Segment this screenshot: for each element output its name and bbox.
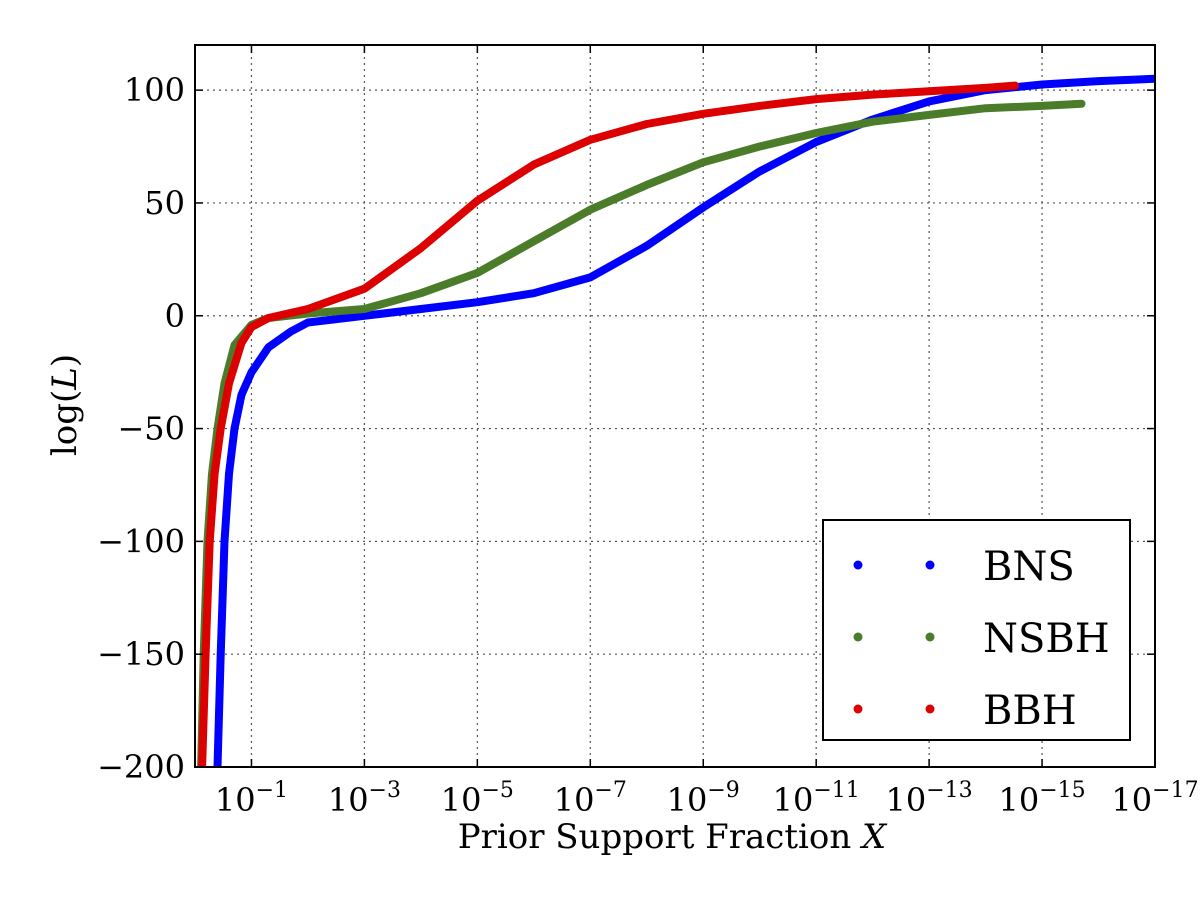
x-tick-label: 10−17 <box>1111 778 1198 819</box>
legend-marker-bbh <box>853 704 863 714</box>
series-bns-line <box>213 74 1155 767</box>
x-axis-title: Prior Support Fraction X <box>458 817 888 857</box>
x-tick-label: 10−13 <box>886 778 973 819</box>
legend-marker-nsbh <box>925 632 935 642</box>
series-layer <box>197 74 1155 767</box>
legend-label-bbh: BBH <box>983 688 1077 734</box>
legend-box <box>822 519 1131 741</box>
series-bbh-line <box>198 81 1020 767</box>
y-tick-label: 0 <box>165 297 185 335</box>
legend: BNS NSBH BBH <box>822 519 1131 741</box>
x-tick-label: 10−1 <box>215 778 288 819</box>
legend-marker-nsbh <box>853 632 863 642</box>
y-axis-title: log(L) <box>45 354 85 456</box>
x-tick-label: 10−3 <box>328 778 401 819</box>
x-tick-label: 10−11 <box>773 778 860 819</box>
legend-marker-bbh <box>925 704 935 714</box>
y-tick-label: −150 <box>97 635 185 673</box>
x-tick-label: 10−7 <box>554 778 627 819</box>
y-tick-label: −50 <box>117 410 185 448</box>
legend-marker-bns <box>925 560 935 570</box>
y-tick-label: 100 <box>124 71 185 109</box>
x-tick-label: 10−15 <box>998 778 1085 819</box>
legend-label-nsbh: NSBH <box>983 616 1110 662</box>
axes-ticks: 10−1 10−3 10−5 10−7 10−9 10−11 10−13 10−15 10−17… <box>97 45 1199 819</box>
y-tick-label: −100 <box>97 522 185 560</box>
y-tick-label: 50 <box>144 184 185 222</box>
plot-frame <box>194 44 1156 768</box>
x-tick-label: 10−9 <box>667 778 740 819</box>
x-tick-label: 10−5 <box>441 778 514 819</box>
legend-label-bns: BNS <box>983 544 1075 590</box>
legend-marker-bns <box>853 560 863 570</box>
y-tick-label: −200 <box>97 748 185 786</box>
